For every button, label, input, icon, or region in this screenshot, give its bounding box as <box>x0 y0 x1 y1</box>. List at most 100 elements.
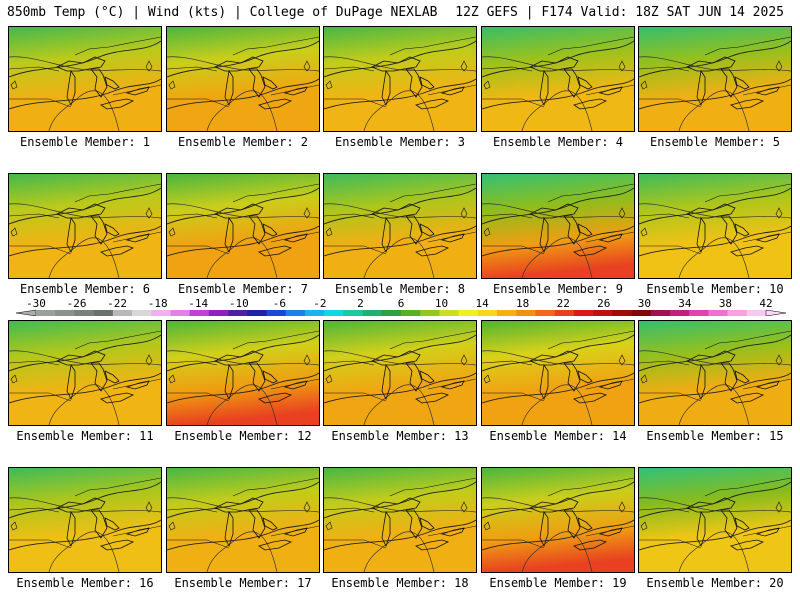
ensemble-member-map <box>166 26 320 132</box>
colorbar-tick-label: -10 <box>229 297 249 310</box>
ensemble-member-label: Ensemble Member: 14 <box>489 429 627 443</box>
colorbar-tick-label: 26 <box>597 297 610 310</box>
colorbar-low-arrow <box>15 309 37 316</box>
ensemble-member-map <box>8 467 162 573</box>
ensemble-member-map <box>166 320 320 426</box>
ensemble-member-label: Ensemble Member: 5 <box>649 135 781 149</box>
ensemble-member-label: Ensemble Member: 11 <box>16 429 154 443</box>
colorbar-swatch <box>516 310 536 316</box>
ensemble-member-label: Ensemble Member: 15 <box>646 429 784 443</box>
colorbar-swatch <box>36 310 56 316</box>
colorbar-tick-label: -6 <box>273 297 286 310</box>
colorbar-swatch <box>458 310 479 316</box>
colorbar-tick-label: 30 <box>638 297 651 310</box>
colorbar-swatch <box>746 310 767 316</box>
colorbar-swatch <box>439 310 459 316</box>
map-title: 850mb Temp (°C) | Wind (kts) | College o… <box>7 5 438 20</box>
run-valid-time: 12Z GEFS | F174 Valid: 18Z SAT JUN 14 20… <box>455 5 784 20</box>
ensemble-member-map <box>481 320 635 426</box>
colorbar-swatch <box>324 310 344 316</box>
colorbar-swatch <box>170 310 190 316</box>
colorbar-swatch <box>689 310 709 316</box>
colorbar-swatch <box>708 310 728 316</box>
colorbar-tick-label: -14 <box>188 297 208 310</box>
colorbar-tick-label: 14 <box>475 297 489 310</box>
colorbar-tick-label: -18 <box>148 297 168 310</box>
colorbar-swatch <box>189 310 210 316</box>
colorbar-swatch <box>554 310 575 316</box>
colorbar-swatch <box>497 310 517 316</box>
colorbar-swatch <box>247 310 267 316</box>
ensemble-member-label: Ensemble Member: 4 <box>492 135 624 149</box>
colorbar-swatch <box>727 310 748 316</box>
ensemble-member-map <box>323 26 477 132</box>
colorbar-swatch <box>420 310 440 316</box>
colorbar-tick-label: 38 <box>719 297 732 310</box>
colorbar-tick-label: 42 <box>759 297 772 310</box>
ensemble-member-label: Ensemble Member: 18 <box>331 576 469 590</box>
temperature-colorbar: -30 -26 -22 -18 -14 -10 -6 -2 2 6 10 14 18 22 26 30 34 38… <box>15 297 787 316</box>
colorbar-swatch <box>631 310 652 316</box>
colorbar-high-arrow <box>765 309 787 316</box>
colorbar-swatch <box>132 310 152 316</box>
ensemble-member-map <box>323 320 477 426</box>
ensemble-member-label: Ensemble Member: 17 <box>174 576 312 590</box>
ensemble-member-map <box>481 173 635 279</box>
ensemble-member-label: Ensemble Member: 6 <box>19 282 151 296</box>
ensemble-member-label: Ensemble Member: 19 <box>489 576 627 590</box>
ensemble-member-label: Ensemble Member: 3 <box>334 135 466 149</box>
ensemble-member-map <box>638 173 792 279</box>
colorbar-swatch <box>401 310 421 316</box>
colorbar-swatch <box>381 310 402 316</box>
colorbar-swatch <box>112 310 133 316</box>
ensemble-member-label: Ensemble Member: 12 <box>174 429 312 443</box>
ensemble-member-label: Ensemble Member: 7 <box>177 282 309 296</box>
colorbar-swatch <box>593 310 613 316</box>
colorbar-swatch <box>669 310 690 316</box>
colorbar-tick-label: 6 <box>398 297 405 310</box>
ensemble-member-label: Ensemble Member: 20 <box>646 576 784 590</box>
ensemble-member-map <box>166 173 320 279</box>
colorbar-tick-label: 10 <box>435 297 448 310</box>
colorbar-swatch <box>612 310 632 316</box>
colorbar-swatch <box>74 310 94 316</box>
ensemble-member-map <box>481 26 635 132</box>
colorbar-swatch <box>304 310 325 316</box>
ensemble-member-map <box>638 320 792 426</box>
colorbar-tick-label: 2 <box>357 297 364 310</box>
colorbar-swatch <box>573 310 594 316</box>
colorbar-tick-label: 22 <box>557 297 570 310</box>
ensemble-member-map <box>481 467 635 573</box>
colorbar-tick-label: -30 <box>26 297 46 310</box>
ensemble-member-label: Ensemble Member: 9 <box>492 282 624 296</box>
colorbar-tick-label: 18 <box>516 297 529 310</box>
colorbar-swatch <box>362 310 383 316</box>
ensemble-member-map <box>638 26 792 132</box>
ensemble-member-label: Ensemble Member: 13 <box>331 429 469 443</box>
ensemble-member-label: Ensemble Member: 1 <box>19 135 151 149</box>
colorbar-swatch <box>55 310 75 316</box>
colorbar-swatch <box>208 310 229 316</box>
ensemble-member-map <box>8 26 162 132</box>
colorbar-swatch <box>650 310 671 316</box>
colorbar-swatch <box>228 310 248 316</box>
colorbar-swatch <box>477 310 498 316</box>
ensemble-member-map <box>8 173 162 279</box>
colorbar-swatch <box>93 310 114 316</box>
ensemble-member-label: Ensemble Member: 16 <box>16 576 154 590</box>
ensemble-member-map <box>638 467 792 573</box>
ensemble-member-label: Ensemble Member: 2 <box>177 135 309 149</box>
colorbar-tick-label: 34 <box>678 297 692 310</box>
ensemble-member-map <box>8 320 162 426</box>
ensemble-member-label: Ensemble Member: 8 <box>334 282 466 296</box>
ensemble-member-map <box>166 467 320 573</box>
colorbar-swatch <box>151 310 171 316</box>
colorbar-swatch <box>343 310 363 316</box>
ensemble-member-label: Ensemble Member: 10 <box>646 282 784 296</box>
colorbar-swatch <box>285 310 306 316</box>
colorbar-tick-label: -2 <box>313 297 326 310</box>
colorbar-swatch <box>266 310 287 316</box>
colorbar-tick-label: -26 <box>67 297 87 310</box>
ensemble-member-map <box>323 467 477 573</box>
colorbar-swatch <box>535 310 555 316</box>
